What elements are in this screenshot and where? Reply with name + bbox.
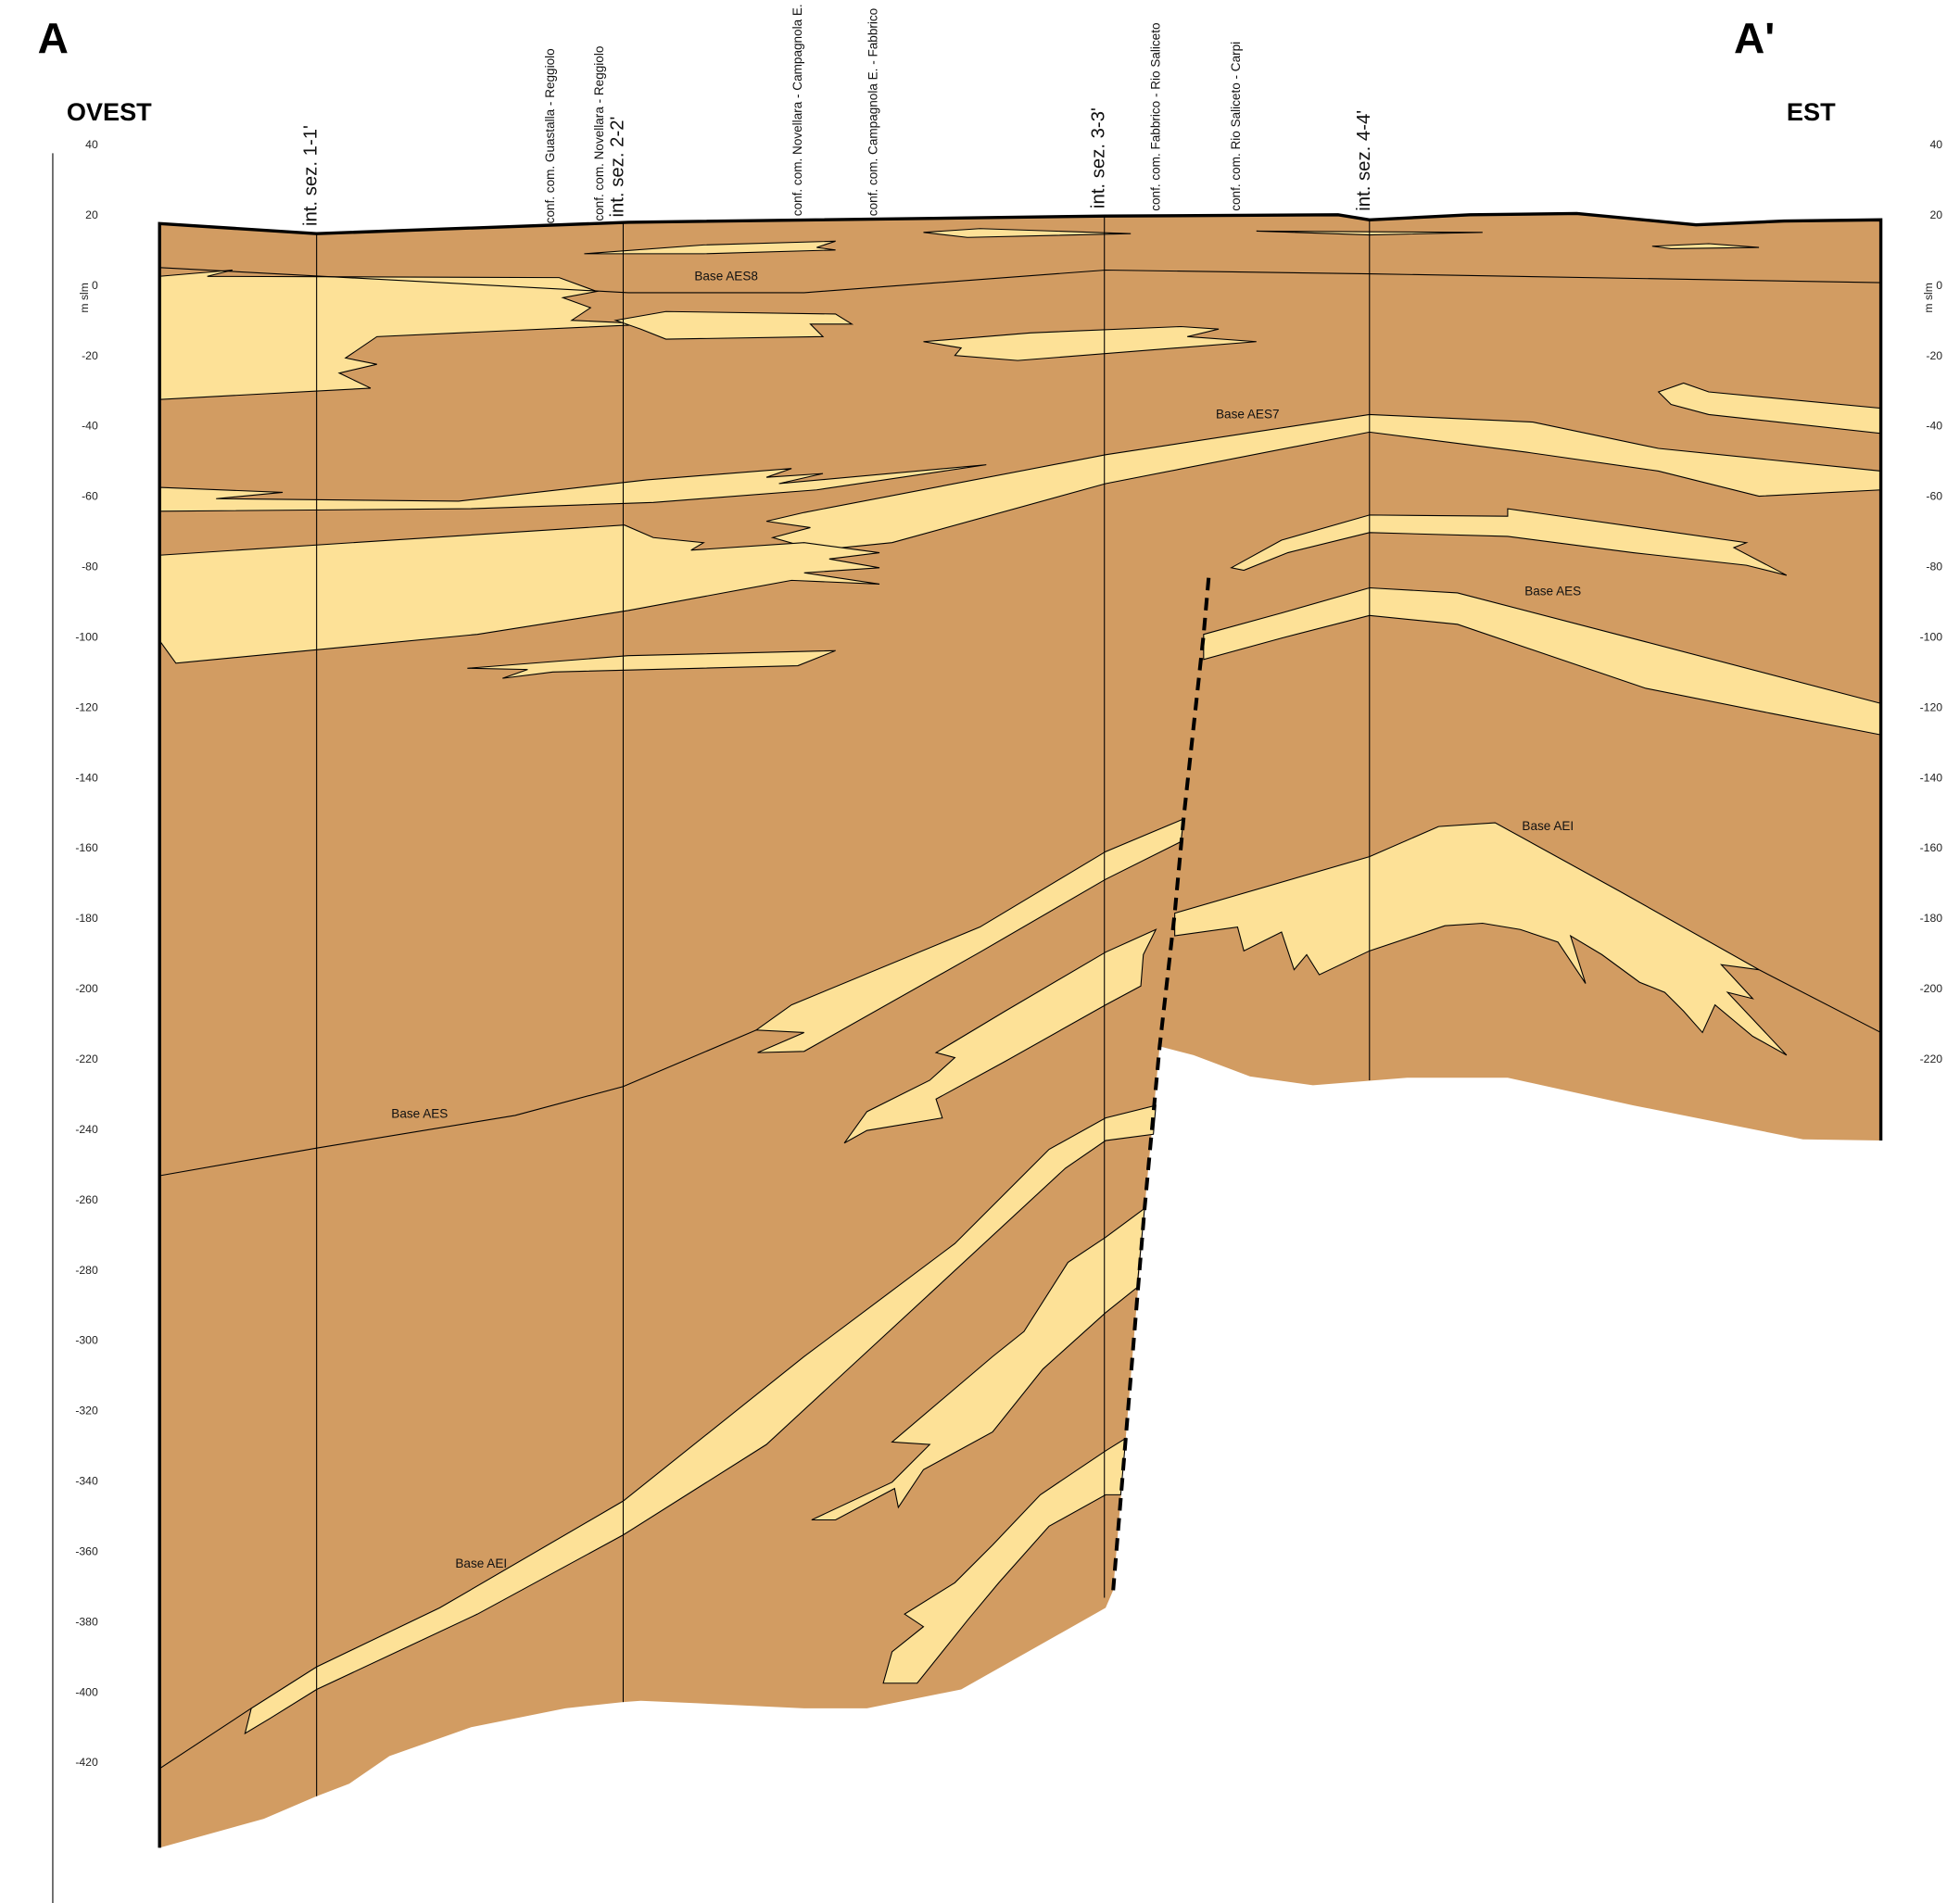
section-label: conf. com. Guastalla - Reggiolo <box>543 48 557 223</box>
gravel-band <box>1203 586 1882 736</box>
section-label: conf. com. Novellara - Reggiolo <box>592 46 606 221</box>
gravel-band <box>765 413 1882 551</box>
tick-label: -280 <box>75 1264 98 1277</box>
tick-label: 40 <box>1929 138 1942 151</box>
gravel-lens <box>158 464 987 512</box>
tick-label: 0 <box>92 279 98 292</box>
gravel-lens <box>923 228 1132 238</box>
tick-label: -220 <box>1920 1052 1943 1065</box>
body <box>158 211 1883 1848</box>
tick-label: -380 <box>75 1615 98 1628</box>
tick-label: -300 <box>75 1334 98 1347</box>
tick-label: -400 <box>75 1685 98 1698</box>
gravel-lens <box>923 325 1257 361</box>
gravel-band <box>882 1437 1127 1684</box>
tick-label: -40 <box>82 420 98 433</box>
boundary-line <box>1758 969 1881 1033</box>
boundary-label: Base AES8 <box>694 269 758 283</box>
gravel-lens <box>1651 243 1760 249</box>
section-label: conf. com. Fabbrico - Rio Saliceto <box>1148 22 1162 210</box>
tick-label: 40 <box>85 138 98 151</box>
boundary-label: Base AEI <box>1522 819 1574 833</box>
boundary-label: Base AES7 <box>1216 407 1280 421</box>
left-label: A <box>38 14 69 62</box>
boundary-label: Base AES <box>391 1107 448 1121</box>
gravel-lens <box>158 269 654 400</box>
gravel-lens <box>584 240 836 255</box>
west-label: OVEST <box>67 97 152 126</box>
tick-label: -60 <box>82 490 98 503</box>
tick-label: -80 <box>1926 561 1942 573</box>
tick-label: -420 <box>75 1756 98 1769</box>
unit-label-left: m slm <box>78 283 91 313</box>
boundary-labels: Base AES8 Base AES7 Base AES Base AEI Ba… <box>391 269 1581 1570</box>
section-labels: int. sez. 1-1' conf. com. Guastalla - Re… <box>301 4 1374 226</box>
tick-label: -80 <box>82 561 98 573</box>
gravel-band <box>754 818 1184 1053</box>
gravel-band <box>1230 508 1788 576</box>
section-label: int. sez. 1-1' <box>301 125 322 226</box>
tick-label: -320 <box>75 1405 98 1418</box>
tick-label: -20 <box>1926 349 1942 362</box>
tick-label: -160 <box>75 841 98 854</box>
tick-label: -160 <box>1920 841 1943 854</box>
boundary-label: Base AES <box>1524 585 1581 599</box>
tick-label: -200 <box>1920 982 1943 995</box>
boundary-line <box>159 267 1881 294</box>
gravel-lens <box>613 310 854 340</box>
tick-label: -260 <box>75 1193 98 1206</box>
tick-label: -180 <box>75 912 98 925</box>
tick-label: -120 <box>1920 700 1943 713</box>
tick-label: -200 <box>75 982 98 995</box>
section-label: int. sez. 2-2' <box>607 117 627 218</box>
tick-label: -360 <box>75 1544 98 1557</box>
section-label: int. sez. 3-3' <box>1089 107 1109 208</box>
tick-label: -140 <box>1920 771 1943 784</box>
gravel-band <box>843 928 1157 1144</box>
east-label: EST <box>1787 97 1836 126</box>
tick-label: 20 <box>1929 208 1942 221</box>
tick-label: -20 <box>82 349 98 362</box>
tick-label: -40 <box>1926 420 1942 433</box>
tick-label: -180 <box>1920 912 1943 925</box>
tick-label: -100 <box>1920 630 1943 643</box>
tick-label: -340 <box>75 1475 98 1488</box>
right-label: A' <box>1734 14 1775 62</box>
tick-label: -60 <box>1926 490 1942 503</box>
boundary-label: Base AEI <box>455 1556 507 1570</box>
section-label: conf. com. Rio Saliceto - Carpi <box>1229 42 1243 211</box>
tick-label: -120 <box>75 700 98 713</box>
boundary-line <box>159 1029 757 1177</box>
tick-label: -220 <box>75 1052 98 1065</box>
gravel-lens <box>467 649 836 679</box>
tick-label: -240 <box>75 1123 98 1136</box>
gravel-band <box>158 524 880 664</box>
tick-label: -100 <box>75 630 98 643</box>
tick-label: 20 <box>85 208 98 221</box>
section-label: conf. com. Novellara - Campagnola E. <box>790 4 804 216</box>
gravel-band <box>1174 822 1788 1056</box>
boundary-line <box>158 1708 252 1770</box>
tick-label: -140 <box>75 771 98 784</box>
unit-label-right: m slm <box>1922 283 1935 313</box>
tick-label: 0 <box>1936 279 1942 292</box>
section-label: conf. com. Campagnola E. - Fabbrico <box>866 8 879 216</box>
fault <box>1111 577 1211 1591</box>
section-label: int. sez. 4-4' <box>1354 110 1374 211</box>
outline <box>158 211 1883 1848</box>
